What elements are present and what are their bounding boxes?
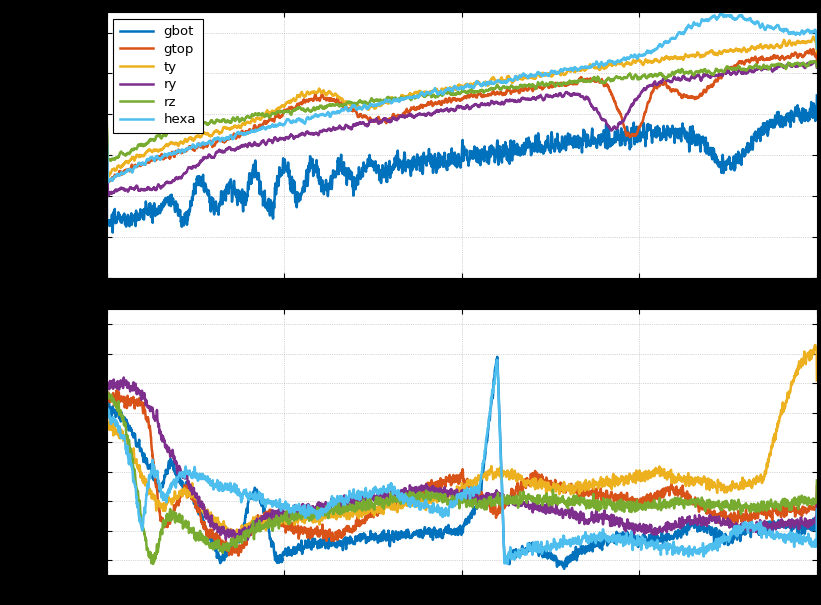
ry [225,144,235,151]
Line: ty: ty [107,37,817,177]
gbot [798,111,808,119]
gtop [405,106,415,114]
rz [812,63,821,70]
ty [812,48,821,56]
hexa [374,101,384,108]
ry [812,64,821,71]
rz [798,59,808,67]
rz [405,94,415,102]
gbot [812,92,821,99]
gbot [108,229,117,236]
Line: rz: rz [107,61,817,161]
ry [183,165,193,172]
gtop [798,53,808,60]
gbot [722,157,732,165]
gbot [405,165,415,172]
ty [809,33,819,41]
rz [810,57,819,65]
ry [102,131,112,139]
gtop [103,180,112,187]
gbot [183,215,193,222]
ty [374,102,384,109]
gbot [102,168,112,175]
ty [103,174,113,181]
ty [405,90,415,97]
hexa [812,45,821,52]
gtop [809,45,819,53]
gtop [183,145,193,152]
Legend: gbot, gtop, ty, ry, rz, hexa: gbot, gtop, ty, ry, rz, hexa [113,19,203,133]
hexa [102,125,112,132]
ry [374,119,384,126]
ty [102,122,112,129]
rz [102,114,112,122]
rz [183,124,193,131]
gtop [722,64,732,71]
gtop [225,134,235,142]
gtop [812,57,821,64]
gtop [102,127,112,134]
hexa [405,94,415,101]
ry [103,192,112,200]
Line: hexa: hexa [107,13,817,182]
ty [183,136,193,143]
gtop [374,116,384,123]
gbot [374,172,384,179]
ty [798,38,808,45]
Line: ry: ry [107,62,817,196]
rz [722,63,732,70]
rz [374,97,384,105]
rz [225,119,235,126]
hexa [103,178,113,186]
hexa [716,9,726,16]
hexa [799,30,809,37]
ry [405,111,415,118]
ry [810,58,819,65]
gbot [225,184,235,191]
ty [722,48,732,55]
hexa [225,132,235,139]
Line: gbot: gbot [107,96,817,232]
rz [106,157,116,165]
ty [225,126,235,133]
ry [722,70,732,77]
ry [798,61,808,68]
hexa [183,146,193,153]
Line: gtop: gtop [107,49,817,183]
hexa [722,12,732,19]
